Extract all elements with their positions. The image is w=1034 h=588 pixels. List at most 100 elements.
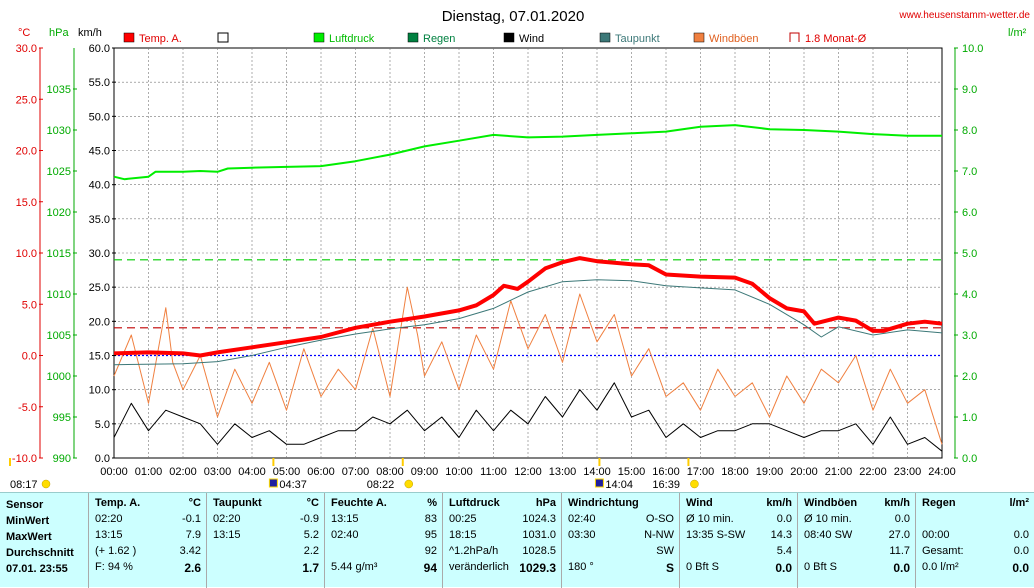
wind-tick-label: 0.0	[95, 453, 110, 465]
series-luftdruck	[113, 124, 942, 181]
rain-unit: l/m²	[1008, 27, 1027, 39]
stats-cell-value: S	[665, 561, 674, 575]
stats-cell-label: 02:20	[95, 513, 123, 525]
stats-cell-value: -0.1	[182, 513, 201, 525]
temp-tick-label: -10.0	[12, 453, 37, 465]
x-tick-label: 07:00	[342, 466, 370, 478]
x-tick-label: 18:00	[721, 466, 749, 478]
stats-cell-value: 0.0	[1013, 545, 1029, 557]
wind-tick-label: 55.0	[89, 77, 110, 89]
site-url[interactable]: www.heusenstamm-wetter.de	[898, 10, 1030, 21]
wind-tick-label: 45.0	[89, 146, 110, 158]
rain-tick-label: 6.0	[962, 207, 977, 219]
temp-tick-label: 0.0	[22, 351, 37, 363]
stats-cell-value: 1029.3	[519, 561, 556, 575]
stats-cell-label: 00:25	[449, 513, 477, 525]
legend-label: Wind	[519, 33, 544, 45]
wind-tick-label: 5.0	[95, 419, 110, 431]
sun-icon	[404, 479, 414, 489]
stats-column-unit: km/h	[884, 497, 910, 509]
stats-cell-label: 02:20	[213, 513, 241, 525]
rain-tick-label: 0.0	[962, 453, 977, 465]
pressure-tick-label: 1035	[47, 84, 71, 96]
x-tick-label: 19:00	[756, 466, 784, 478]
temp-tick-label: -5.0	[18, 402, 37, 414]
x-tick-label: 08:00	[376, 466, 404, 478]
rain-tick-label: 4.0	[962, 289, 977, 301]
wind-tick-label: 10.0	[89, 385, 110, 397]
pressure-tick-label: 1010	[47, 289, 71, 301]
wind-unit: km/h	[78, 27, 102, 39]
wind-tick-label: 50.0	[89, 111, 110, 123]
stats-column-unit: hPa	[535, 497, 556, 509]
stats-cell-label: 0.0 l/m²	[922, 561, 959, 573]
legend-label: 1.8 Monat-Ø	[805, 33, 867, 45]
stats-cell-value: 27.0	[888, 529, 910, 541]
stats-cell-value: 1031.0	[522, 529, 556, 541]
stats-cell-label: F: 94 %	[95, 561, 133, 573]
row-label-current: 07.01. 23:55	[6, 563, 68, 575]
marker-label: 16:39	[652, 479, 680, 490]
legend-swatch	[123, 32, 135, 43]
stats-cell-label: 0 Bft S	[686, 561, 720, 573]
stats-cell-label: 02:40	[568, 513, 596, 525]
stats-cell-value: 94	[423, 561, 437, 575]
stats-column-unit: °C	[306, 497, 319, 509]
stats-cell-value: 1028.5	[522, 545, 556, 557]
legend-label: Temp. A.	[139, 33, 182, 45]
stats-cell-value: 2.2	[303, 545, 319, 557]
stats-cell-value: 0.0	[776, 513, 792, 525]
wind-tick-label: 20.0	[89, 316, 110, 328]
stats-column: Temp. A. °C 02:20 -0.1 13:15 7.9 (+ 1.62 ) 3.42…	[88, 493, 207, 588]
wind-tick-label: 25.0	[89, 282, 110, 294]
moon-icon	[594, 478, 604, 488]
temp-unit: °C	[18, 27, 30, 39]
x-tick-label: 24:00	[928, 466, 956, 478]
stats-table: Sensor MinWert MaxWert Durchschnitt 07.0…	[0, 492, 1034, 588]
stats-cell-label: (+ 1.62 )	[95, 545, 137, 557]
sun-icon	[690, 479, 699, 489]
row-label-avg: Durchschnitt	[6, 547, 74, 559]
x-tick-label: 17:00	[687, 466, 715, 478]
rain-tick-label: 5.0	[962, 248, 977, 260]
stats-cell-value: 0.0	[1013, 529, 1029, 541]
temp-tick-label: 15.0	[16, 197, 37, 209]
stats-column: Windböen km/h Ø 10 min. 0.0 08:40 SW 27.0 11.7…	[797, 493, 916, 588]
wind-tick-label: 30.0	[89, 248, 110, 260]
stats-cell-value: SW	[656, 545, 674, 557]
legend-label: Luftdruck	[329, 33, 375, 45]
pressure-tick-label: 1015	[47, 248, 71, 260]
rain-tick-label: 8.0	[962, 125, 977, 137]
pressure-unit: hPa	[49, 27, 69, 39]
sun-moon-markers: 08:17 04:37 08:22 14:04 16:39	[9, 458, 699, 490]
x-tick-label: 15:00	[618, 466, 646, 478]
stats-cell-value: 2.6	[184, 561, 201, 575]
row-label-min: MinWert	[6, 515, 50, 527]
pressure-tick-label: 1030	[47, 125, 71, 137]
moon-icon	[268, 478, 278, 488]
stats-column: Windrichtung 02:40 O-SO 03:30 N-NW SW 180 ° S	[561, 493, 680, 588]
stats-cell-label: veränderlich	[449, 561, 509, 573]
legend-label: Regen	[423, 33, 455, 45]
weather-chart: Dienstag, 07.01.2020 www.heusenstamm-wet…	[9, 8, 1030, 490]
stats-cell-label: 5.44 g/m³	[331, 561, 378, 573]
stats-cell-label: 13:15	[213, 529, 241, 541]
data-series	[113, 124, 943, 452]
stats-cell-value: 0.0	[1012, 561, 1029, 575]
x-tick-label: 01:00	[135, 466, 163, 478]
rain-tick-label: 3.0	[962, 330, 977, 342]
stats-cell-value: 5.2	[303, 529, 319, 541]
marker-label: 08:22	[367, 479, 395, 490]
legend-swatch	[313, 32, 325, 43]
rain-tick-label: 9.0	[962, 84, 977, 96]
stats-column-unit: km/h	[766, 497, 792, 509]
stats-cell-value: 14.3	[770, 529, 792, 541]
stats-cell-value: O-SO	[645, 513, 674, 525]
marker-label: 14:04	[605, 479, 633, 490]
stats-row-labels: Sensor MinWert MaxWert Durchschnitt 07.0…	[0, 493, 88, 588]
pressure-tick-label: 995	[53, 412, 71, 424]
chart-title: Dienstag, 07.01.2020	[442, 8, 585, 25]
legend-label: Windböen	[709, 33, 759, 45]
legend-swatch	[503, 32, 515, 43]
temp-tick-label: 30.0	[16, 43, 37, 55]
